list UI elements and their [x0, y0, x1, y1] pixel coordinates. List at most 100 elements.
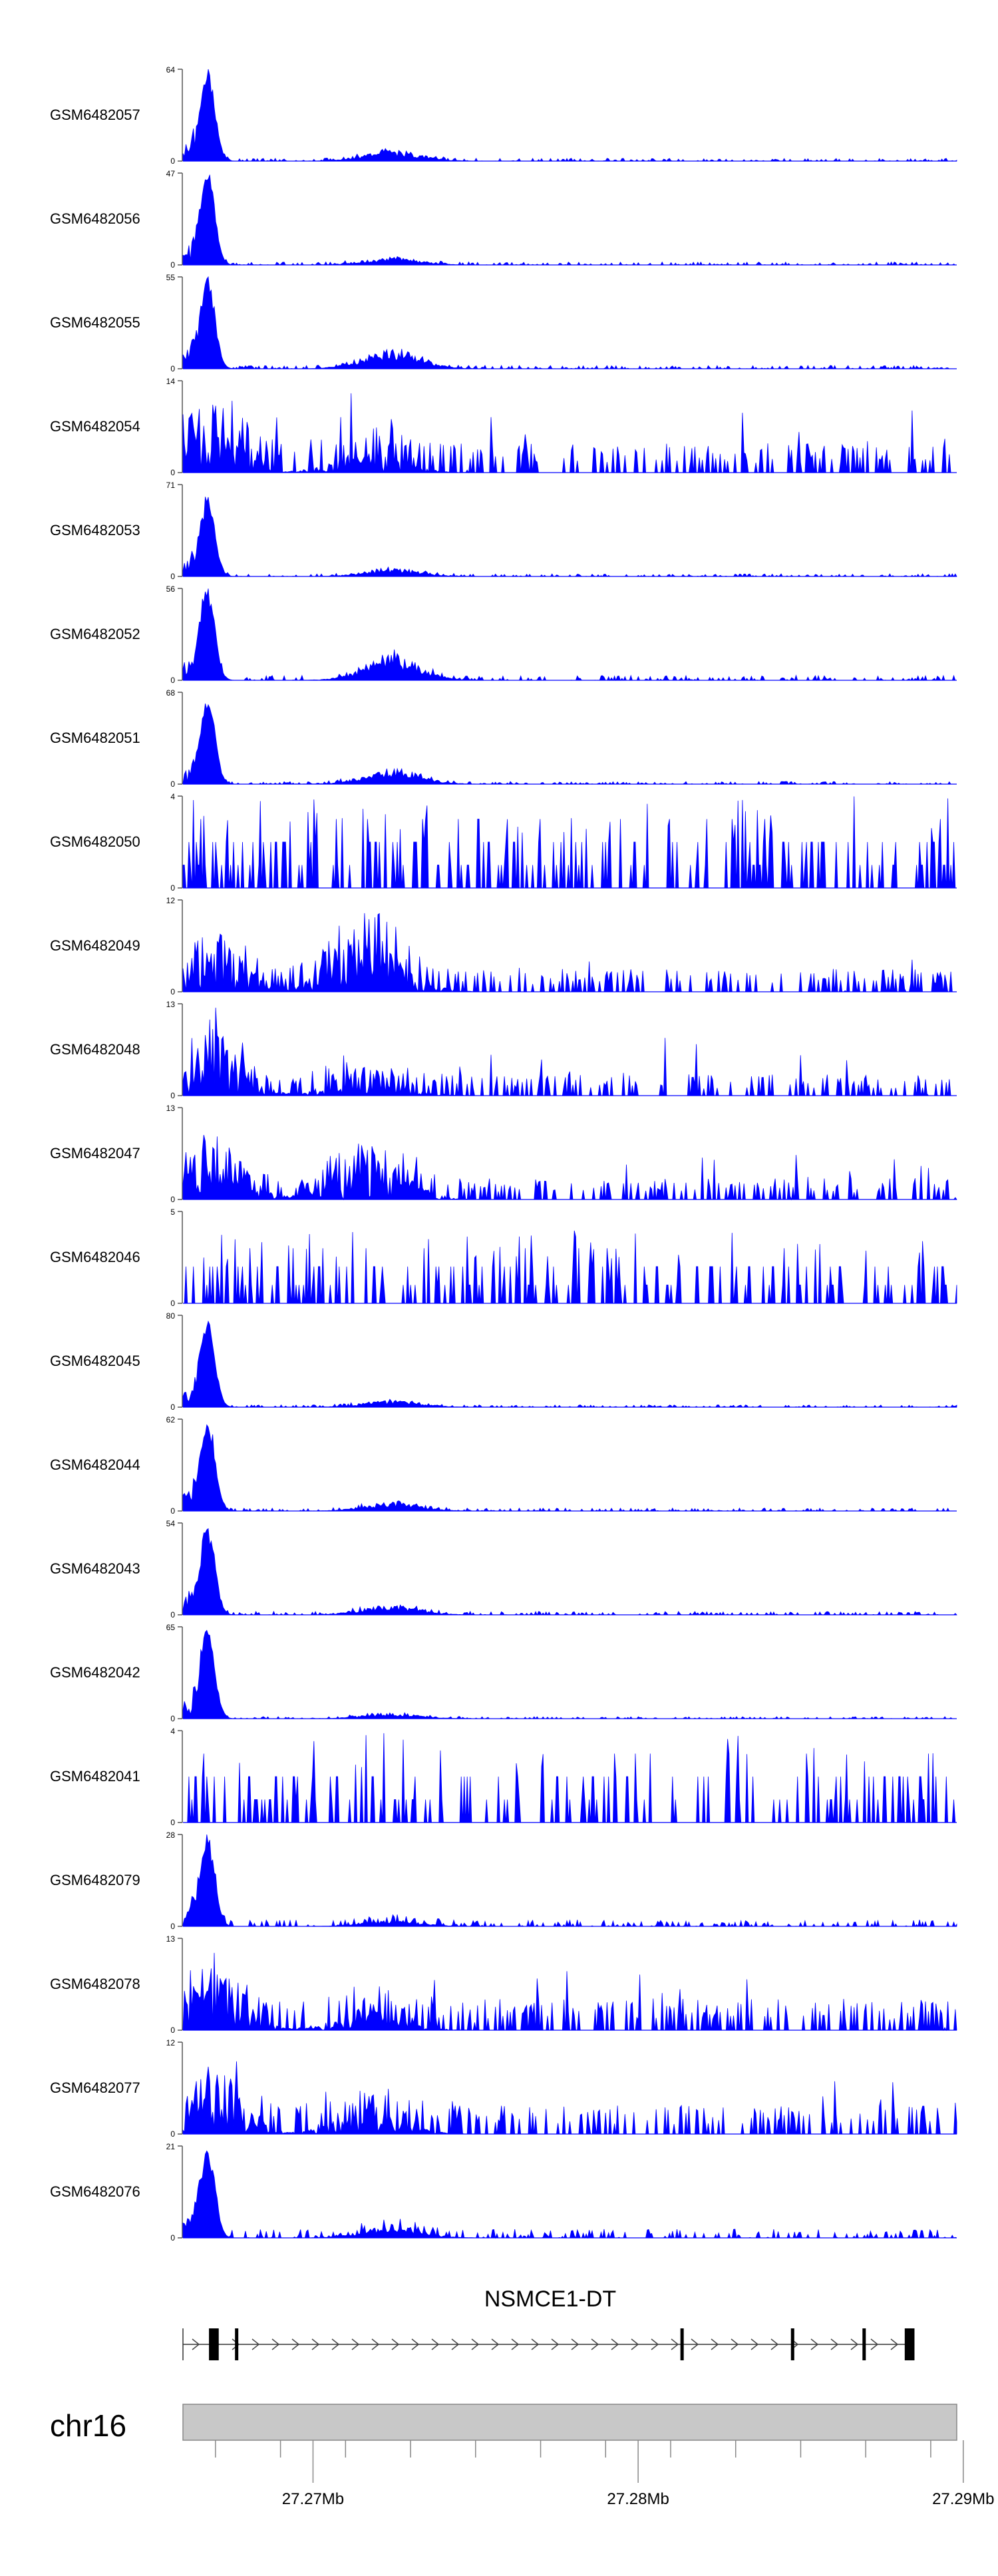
track-label: GSM6482041 — [50, 1768, 140, 1785]
y-zero-label: 0 — [170, 2129, 175, 2139]
y-max-label: 5 — [170, 1207, 175, 1217]
coverage-area — [182, 796, 957, 889]
y-zero-label: 0 — [170, 1714, 175, 1723]
coverage-area — [182, 1952, 957, 2032]
track-label: GSM6482053 — [50, 522, 140, 538]
track-GSM6482049: GSM6482049 12 0 — [50, 896, 957, 996]
y-zero-label: 0 — [170, 883, 175, 893]
track-label: GSM6482047 — [50, 1145, 140, 1162]
strand-chevron — [431, 2338, 440, 2350]
strand-chevron — [691, 2338, 699, 2350]
track-GSM6482078: GSM6482078 13 0 — [50, 1934, 957, 2035]
y-zero-label: 0 — [170, 260, 175, 270]
track-label: GSM6482046 — [50, 1249, 140, 1265]
strand-chevron — [631, 2338, 639, 2350]
y-zero-label: 0 — [170, 2233, 175, 2243]
strand-chevron — [770, 2338, 779, 2350]
y-max-label: 28 — [166, 1830, 176, 1840]
strand-chevron — [830, 2338, 839, 2350]
coverage-area — [182, 174, 957, 266]
track-GSM6482048: GSM6482048 13 0 — [50, 1000, 957, 1100]
strand-chevron — [890, 2338, 899, 2350]
y-zero-label: 0 — [170, 468, 175, 477]
strand-chevron — [711, 2338, 719, 2350]
coverage-area — [182, 2150, 957, 2239]
coverage-area — [182, 1629, 957, 1719]
track-label: GSM6482077 — [50, 2079, 140, 2096]
strand-chevron — [232, 2338, 240, 2350]
strand-chevron — [351, 2338, 360, 2350]
y-max-label: 4 — [170, 1727, 175, 1736]
strand-chevron — [611, 2338, 619, 2350]
track-GSM6482051: GSM6482051 68 0 — [50, 688, 957, 789]
track-label: GSM6482076 — [50, 2183, 140, 2200]
track-label: GSM6482051 — [50, 730, 140, 746]
y-max-label: 12 — [166, 2038, 176, 2047]
strand-chevron — [551, 2338, 560, 2350]
track-GSM6482076: GSM6482076 21 0 — [50, 2142, 957, 2243]
y-max-label: 47 — [166, 169, 176, 178]
y-zero-label: 0 — [170, 1922, 175, 1931]
track-GSM6482053: GSM6482053 71 0 — [50, 481, 957, 581]
strand-chevron — [391, 2338, 400, 2350]
strand-chevron — [271, 2338, 280, 2350]
strand-chevron — [411, 2338, 420, 2350]
coverage-area — [182, 1135, 957, 1201]
strand-chevron — [571, 2338, 580, 2350]
y-max-label: 62 — [166, 1415, 176, 1424]
y-max-label: 13 — [166, 1934, 176, 1944]
tick-label: 27.27Mb — [282, 2490, 344, 2508]
track-GSM6482079: GSM6482079 28 0 — [50, 1830, 957, 1931]
y-max-label: 54 — [166, 1519, 176, 1528]
strand-chevron — [491, 2338, 500, 2350]
y-zero-label: 0 — [170, 987, 175, 996]
gene-exon — [680, 2328, 684, 2360]
strand-chevron — [291, 2338, 300, 2350]
strand-chevron — [311, 2338, 320, 2350]
track-label: GSM6482043 — [50, 1560, 140, 1577]
strand-chevron — [591, 2338, 599, 2350]
track-label: GSM6482078 — [50, 1976, 140, 1992]
coverage-area — [182, 1424, 957, 1512]
y-max-label: 80 — [166, 1311, 176, 1321]
track-GSM6482042: GSM6482042 65 0 — [50, 1623, 957, 1723]
y-zero-label: 0 — [170, 1818, 175, 1827]
track-GSM6482077: GSM6482077 12 0 — [50, 2038, 957, 2139]
y-max-label: 13 — [166, 1104, 176, 1113]
y-zero-label: 0 — [170, 779, 175, 789]
track-label: GSM6482079 — [50, 1872, 140, 1888]
strand-chevron — [531, 2338, 540, 2350]
strand-chevron — [750, 2338, 759, 2350]
gene-exon — [862, 2328, 866, 2360]
gene-track: NSMCE1-DT — [182, 2286, 915, 2360]
coverage-area — [182, 703, 957, 785]
y-zero-label: 0 — [170, 572, 175, 581]
y-max-label: 14 — [166, 377, 176, 386]
strand-chevron — [251, 2338, 260, 2350]
y-zero-label: 0 — [170, 2026, 175, 2035]
track-GSM6482044: GSM6482044 62 0 — [50, 1415, 957, 1516]
track-GSM6482056: GSM6482056 47 0 — [50, 169, 957, 270]
coverage-area — [182, 913, 957, 992]
gene-exon — [904, 2328, 915, 2360]
y-zero-label: 0 — [170, 364, 175, 373]
gene-label: NSMCE1-DT — [484, 2286, 616, 2312]
strand-chevron — [870, 2338, 879, 2350]
strand-chevron — [671, 2338, 679, 2350]
strand-chevron — [371, 2338, 380, 2350]
genome-axis: chr16 27.27Mb 27.28Mb 27.29Mb — [50, 2404, 994, 2508]
track-GSM6482045: GSM6482045 80 0 — [50, 1311, 957, 1412]
track-GSM6482041: GSM6482041 4 0 — [50, 1727, 957, 1827]
y-max-label: 13 — [166, 1000, 176, 1009]
y-max-label: 12 — [166, 896, 176, 905]
track-GSM6482057: GSM6482057 64 0 — [50, 65, 957, 166]
track-GSM6482046: GSM6482046 5 0 — [50, 1207, 957, 1308]
y-max-label: 64 — [166, 65, 176, 75]
coverage-area — [182, 1320, 957, 1408]
track-GSM6482055: GSM6482055 55 0 — [50, 273, 957, 373]
coverage-area — [182, 393, 957, 474]
y-max-label: 65 — [166, 1623, 176, 1632]
track-label: GSM6482054 — [50, 418, 140, 435]
y-max-label: 56 — [166, 584, 176, 594]
